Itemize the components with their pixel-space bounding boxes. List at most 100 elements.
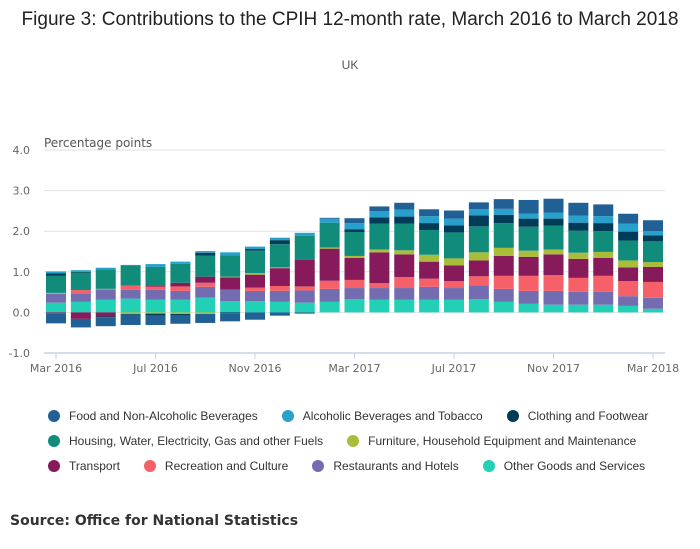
y-tick-label: -1.0	[9, 347, 30, 360]
bar-segment	[195, 312, 216, 315]
bar-segment	[344, 232, 365, 256]
bar-segment	[518, 303, 539, 313]
legend-item[interactable]: Restaurants and Hotels	[312, 458, 459, 474]
bar-segment	[643, 281, 663, 298]
bar-segment	[543, 290, 564, 305]
bar-segment	[369, 223, 390, 250]
x-tick-label: Nov 2017	[527, 362, 580, 375]
bar-segment	[319, 247, 340, 249]
bar-segment	[618, 296, 639, 306]
bar-segment	[269, 312, 290, 316]
bar-segment	[394, 250, 415, 255]
bar-segment	[269, 244, 290, 268]
bar-segment	[369, 206, 390, 212]
bar-segment	[120, 265, 141, 286]
bar-segment	[46, 302, 66, 313]
bar-segment	[369, 299, 390, 313]
bar-segment	[568, 215, 589, 223]
bar-segment	[46, 293, 66, 303]
y-tick-label: 0.0	[13, 306, 31, 319]
bar-segment	[394, 254, 415, 278]
bar-segment	[468, 260, 489, 277]
bar-segment	[269, 290, 290, 302]
bar-segment	[344, 218, 365, 224]
legend-item[interactable]: Other Goods and Services	[482, 458, 645, 474]
bar-segment	[170, 315, 191, 324]
bar-segment	[170, 286, 191, 291]
bar-segment	[568, 202, 589, 216]
bar-segment	[70, 270, 91, 272]
legend-label: Clothing and Footwear	[527, 409, 649, 423]
bar-segment	[543, 254, 564, 276]
bar-segment	[568, 252, 589, 259]
y-tick-label: 1.0	[13, 266, 31, 279]
bar-segment	[518, 199, 539, 214]
bar-segment	[170, 261, 191, 264]
bar-segment	[145, 266, 166, 287]
bar-segment	[170, 282, 191, 287]
bar-segment	[145, 286, 166, 287]
bar-segment	[46, 292, 66, 294]
legend-item[interactable]: Transport	[48, 458, 120, 474]
legend-swatch-icon	[482, 460, 495, 472]
legend-item[interactable]: Clothing and Footwear	[506, 408, 649, 424]
bar-segment	[618, 260, 639, 268]
bar-segment	[46, 275, 66, 293]
bar-segment	[543, 225, 564, 250]
bar-segment	[394, 299, 415, 313]
legend-item[interactable]: Food and Non-Alcoholic Beverages	[48, 408, 258, 424]
legend-label: Transport	[69, 459, 120, 473]
bar-segment	[618, 240, 639, 261]
bar-segment	[394, 202, 415, 210]
bar-segment	[195, 251, 216, 253]
bar-segment	[593, 275, 614, 292]
bar-segment	[269, 268, 290, 287]
bar-segment	[394, 277, 415, 289]
bar-segment	[593, 204, 614, 217]
bar-segment	[468, 276, 489, 286]
legend-label: Alcoholic Beverages and Tobacco	[302, 409, 483, 423]
bar-segment	[444, 265, 464, 282]
legend-item[interactable]: Furniture, Household Equipment and Maint…	[347, 433, 636, 449]
legend-label: Furniture, Household Equipment and Maint…	[368, 434, 637, 448]
bar-segment	[170, 263, 191, 283]
bar-segment	[220, 312, 241, 314]
bar-segment	[618, 305, 639, 313]
bar-segment	[593, 223, 614, 232]
bar-segment	[468, 226, 489, 253]
bar-segment	[70, 318, 91, 328]
bar-segment	[269, 237, 290, 241]
bar-segment	[643, 241, 663, 263]
legend-swatch-icon	[48, 460, 60, 472]
bar-segment	[95, 316, 116, 318]
legend-item[interactable]: Housing, Water, Electricity, Gas and oth…	[48, 433, 323, 449]
bar-segment	[245, 246, 265, 250]
bar-segment	[568, 258, 589, 278]
legend-item[interactable]: Alcoholic Beverages and Tobacco	[281, 408, 483, 424]
bar-segment	[344, 288, 365, 300]
legend-item[interactable]: Recreation and Culture	[143, 458, 288, 474]
bar-segment	[568, 230, 589, 253]
bar-segment	[518, 226, 539, 251]
bar-segment	[643, 262, 663, 267]
bar-segment	[468, 299, 489, 313]
legend-swatch-icon	[48, 410, 60, 422]
bar-segment	[369, 252, 390, 284]
bar-segment	[220, 252, 241, 256]
legend-label: Restaurants and Hotels	[333, 459, 459, 473]
bar-segment	[543, 249, 564, 255]
x-tick-label: Nov 2016	[229, 362, 282, 375]
y-tick-label: 2.0	[13, 225, 31, 238]
bar-segment	[518, 213, 539, 219]
bar-segment	[319, 288, 340, 302]
bar-segment	[444, 210, 464, 219]
bar-segment	[170, 290, 191, 300]
bar-segment	[593, 304, 614, 313]
bar-segment	[120, 285, 141, 290]
bar-segment	[70, 271, 91, 273]
bar-segment	[468, 252, 489, 261]
bar-segment	[493, 247, 514, 256]
bar-segment	[468, 209, 489, 216]
bar-segment	[493, 208, 514, 215]
bar-segment	[419, 223, 440, 230]
